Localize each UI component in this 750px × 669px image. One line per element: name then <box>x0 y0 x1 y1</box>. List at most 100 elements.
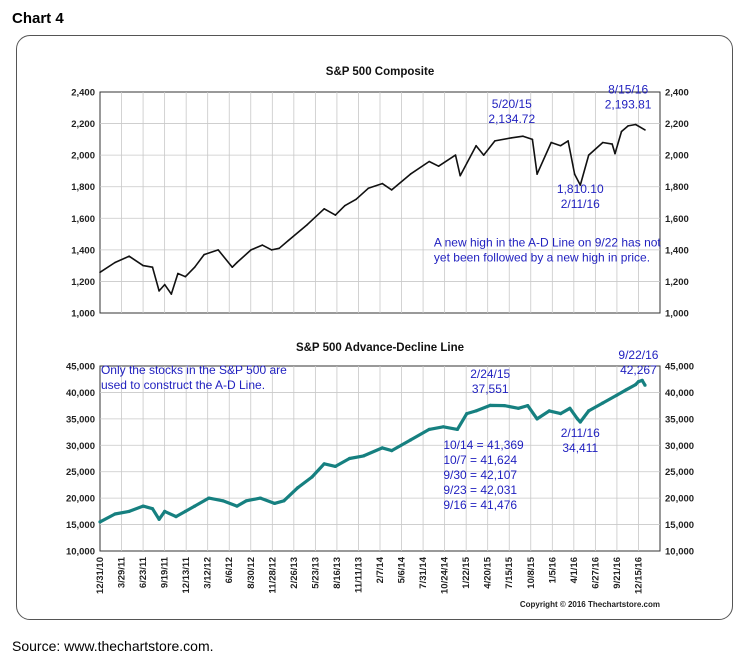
series-point <box>231 266 234 269</box>
y-tick-label-right: 20,000 <box>665 494 694 505</box>
annotation-line: Only the stocks in the S&P 500 are <box>101 363 287 377</box>
annotation-line: A new high in the A-D Line on 9/22 has n… <box>434 236 661 250</box>
series-point <box>114 261 116 264</box>
y-tick-label-right: 1,400 <box>665 245 689 256</box>
annotation: 5/20/15 2,134.72 <box>488 97 535 126</box>
series-point <box>334 214 337 216</box>
series-point <box>475 144 477 147</box>
annotation-line: 2,134.72 <box>488 112 535 126</box>
series-point <box>550 141 552 144</box>
series-point <box>531 138 534 141</box>
series-point <box>455 427 459 431</box>
y-tick-label-right: 1,600 <box>665 214 689 225</box>
x-tick-label: 9/19/11 <box>160 556 171 588</box>
series-point <box>221 499 225 503</box>
x-tick-label: 11/28/12 <box>267 557 278 593</box>
series-point <box>355 198 357 201</box>
y-tick-label-right: 1,000 <box>665 309 689 320</box>
series-point <box>620 130 623 133</box>
series-point <box>163 283 166 286</box>
annotation-line: yet been followed by a new high in price… <box>434 251 650 265</box>
series-point <box>141 504 145 508</box>
y-tick-label-right: 35,000 <box>665 414 694 425</box>
series-point <box>474 409 478 413</box>
chart-title: S&P 500 Composite <box>326 66 434 78</box>
annotation: 2/11/16 34,411 <box>561 426 600 455</box>
series-point <box>217 249 219 251</box>
annotation-line: 9/30 = 42,107 <box>443 468 517 482</box>
series-point <box>98 520 102 524</box>
series-point <box>381 182 384 185</box>
chart-title: S&P 500 Advance-Decline Line <box>296 342 464 354</box>
x-tick-label: 8/16/13 <box>332 557 343 589</box>
series-point <box>547 409 551 413</box>
series-point <box>627 125 629 127</box>
x-tick-label: 1/5/16 <box>547 557 558 583</box>
series-point <box>270 249 273 251</box>
series-point <box>575 417 580 421</box>
y-tick-label-left: 1,000 <box>71 309 95 320</box>
series-point <box>516 406 521 410</box>
source-note: Source: www.thechartstore.com. <box>12 638 214 654</box>
y-tick-label-left: 35,000 <box>66 414 95 425</box>
y-tick-label-left: 1,400 <box>71 245 95 256</box>
series-point <box>333 464 337 468</box>
series-point <box>380 446 384 450</box>
series-point <box>250 249 252 251</box>
x-tick-label: 8/30/12 <box>246 557 257 589</box>
x-tick-label: 12/15/16 <box>633 557 644 594</box>
series-point <box>244 499 248 503</box>
series-point <box>408 438 413 442</box>
series-point <box>624 388 628 392</box>
y-tick-label-left: 40,000 <box>66 388 95 399</box>
series-point <box>236 261 238 264</box>
series-point <box>390 189 393 191</box>
x-tick-label: 6/23/11 <box>138 556 149 588</box>
series-point <box>634 383 638 387</box>
series-point <box>428 160 431 163</box>
copyright-note: Copyright © 2016 Thechartstore.com <box>520 600 660 609</box>
series-point <box>207 496 211 500</box>
x-tick-label: 11/11/13 <box>353 557 364 593</box>
x-tick-label: 2/26/13 <box>289 557 300 589</box>
series-point <box>536 173 538 175</box>
annotation-line: 2/11/16 <box>561 197 600 211</box>
series-point <box>158 290 160 292</box>
annotation: 10/14 = 41,369 10/7 = 41,624 9/30 = 42,107… <box>443 438 524 512</box>
x-tick-label: 6/27/16 <box>590 557 601 589</box>
series-point <box>150 507 155 511</box>
annotation-line: 2/11/16 <box>561 426 600 440</box>
series-point <box>568 406 572 410</box>
annotation-line: 42,267 <box>620 363 657 377</box>
series-point <box>347 456 352 461</box>
y-tick-label-right: 10,000 <box>665 547 694 558</box>
y-tick-label-right: 1,800 <box>665 182 689 193</box>
annotation-line: 9/22/16 <box>618 348 658 362</box>
x-tick-label: 4/20/15 <box>483 556 494 588</box>
series-point <box>235 504 239 508</box>
series-point <box>488 403 492 407</box>
x-tick-label: 6/6/12 <box>224 557 235 583</box>
y-tick-label-left: 45,000 <box>66 362 95 373</box>
y-tick-label-left: 1,800 <box>71 182 95 193</box>
series-point <box>644 129 646 131</box>
annotation-line: 9/16 = 41,476 <box>443 498 517 512</box>
series-point <box>310 475 314 479</box>
y-tick-label-left: 25,000 <box>66 467 95 478</box>
series-point <box>579 184 582 186</box>
series-point <box>170 293 173 295</box>
y-tick-label-right: 2,400 <box>665 88 689 99</box>
series-point <box>177 272 179 275</box>
x-tick-label: 12/31/10 <box>95 557 106 594</box>
series-point <box>193 504 197 508</box>
series-point <box>157 517 161 521</box>
y-tick-label-left: 2,200 <box>71 119 95 130</box>
series-point <box>258 496 262 500</box>
x-tick-label: 9/21/16 <box>612 557 623 589</box>
series-point <box>287 239 290 242</box>
annotation-line: 8/15/16 <box>608 83 648 97</box>
x-tick-label: 4/1/16 <box>569 557 580 583</box>
series-point <box>482 154 485 156</box>
y-tick-label-left: 2,000 <box>71 151 95 162</box>
x-tick-label: 5/6/14 <box>397 556 408 583</box>
